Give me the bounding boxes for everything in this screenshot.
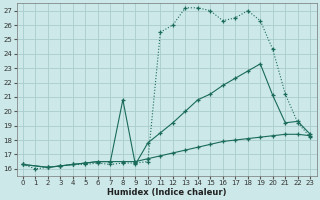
X-axis label: Humidex (Indice chaleur): Humidex (Indice chaleur)	[107, 188, 226, 197]
